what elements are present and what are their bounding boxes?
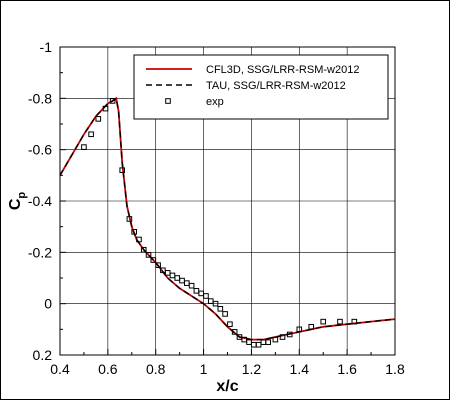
x-tick-label: 0.6 bbox=[98, 361, 118, 377]
exp-data-point bbox=[126, 216, 133, 222]
exp-data-point bbox=[81, 144, 87, 150]
exp-data-point bbox=[203, 293, 209, 299]
exp-data-point bbox=[231, 329, 238, 335]
legend: CFL3D, SSG/LRR-RSM-w2012 TAU, SSG/LRR-RSM… bbox=[133, 54, 389, 120]
exp-data-point bbox=[272, 336, 279, 343]
exp-data-point bbox=[119, 167, 126, 173]
x-tick-label: 0.8 bbox=[146, 361, 166, 377]
y-tick-label: 0.2 bbox=[33, 347, 53, 363]
legend-label: CFL3D, SSG/LRR-RSM-w2012 bbox=[206, 64, 359, 76]
y-tick-label: -0.6 bbox=[28, 142, 52, 158]
y-axis-title-main: C bbox=[7, 198, 24, 210]
y-axis-title: Cp bbox=[7, 192, 28, 211]
legend-label: exp bbox=[206, 96, 224, 108]
exp-data-point bbox=[155, 262, 161, 268]
exp-data-point bbox=[351, 318, 358, 325]
exp-data-point bbox=[193, 288, 200, 294]
exp-data-point bbox=[260, 339, 267, 345]
x-tick-label: 1.2 bbox=[242, 361, 262, 377]
exp-data-point bbox=[198, 290, 204, 297]
exp-data-point bbox=[255, 341, 262, 348]
exp-data-point bbox=[188, 282, 195, 289]
y-tick-label: -0.2 bbox=[28, 244, 52, 260]
y-tick-label: 0 bbox=[44, 296, 52, 312]
x-tick-label: 1.8 bbox=[385, 361, 405, 377]
exp-data-point bbox=[169, 272, 176, 279]
x-tick-label: 0.4 bbox=[50, 361, 70, 377]
exp-data-point bbox=[296, 326, 303, 333]
y-tick-label: -1 bbox=[40, 39, 53, 55]
exp-data-point bbox=[136, 236, 142, 243]
exp-data-point bbox=[150, 257, 157, 263]
exp-data-point bbox=[140, 246, 147, 253]
exp-data-point bbox=[222, 311, 228, 317]
exp-data-point bbox=[279, 334, 286, 340]
exp-data-point bbox=[212, 300, 219, 307]
exp-data-point bbox=[95, 116, 102, 122]
y-axis-title-subscript: p bbox=[16, 192, 28, 199]
exp-data-point bbox=[217, 306, 224, 312]
exp-data-point bbox=[337, 318, 343, 325]
legend-marker-exp bbox=[165, 98, 171, 104]
exp-data-point bbox=[184, 280, 190, 286]
exp-data-point bbox=[145, 252, 152, 258]
axis-ticks: 0.4 0.6 0.8 1 1.2 1.4 1.6 1.8 -1 -0.8 -0.6 -0.4 -0.2… bbox=[28, 39, 405, 377]
exp-data-point bbox=[109, 98, 116, 104]
exp-data-point bbox=[227, 321, 233, 327]
exp-data-point bbox=[131, 229, 137, 235]
exp-data-point bbox=[179, 277, 185, 284]
exp-data-point bbox=[102, 105, 109, 112]
exp-data-point bbox=[88, 131, 94, 138]
x-tick-label: 1.4 bbox=[290, 361, 310, 377]
exp-data-point bbox=[207, 298, 214, 304]
y-tick-label: -0.8 bbox=[28, 90, 52, 106]
exp-data-point bbox=[308, 323, 315, 330]
x-tick-label: 1 bbox=[200, 361, 208, 377]
y-tick-label: -0.4 bbox=[28, 193, 52, 209]
exp-data-point bbox=[246, 339, 252, 345]
x-axis-title: x/c bbox=[216, 378, 238, 395]
series-layer bbox=[59, 96, 396, 348]
legend-label: TAU, SSG/LRR-RSM-w2012 bbox=[206, 80, 346, 92]
legend-box bbox=[133, 54, 389, 120]
exp-data-point bbox=[286, 331, 293, 338]
exp-data-point bbox=[320, 318, 327, 325]
exp-data-point bbox=[265, 339, 271, 345]
exp-data-point bbox=[251, 341, 257, 348]
exp-data-point bbox=[174, 275, 181, 281]
x-tick-label: 1.6 bbox=[337, 361, 357, 377]
